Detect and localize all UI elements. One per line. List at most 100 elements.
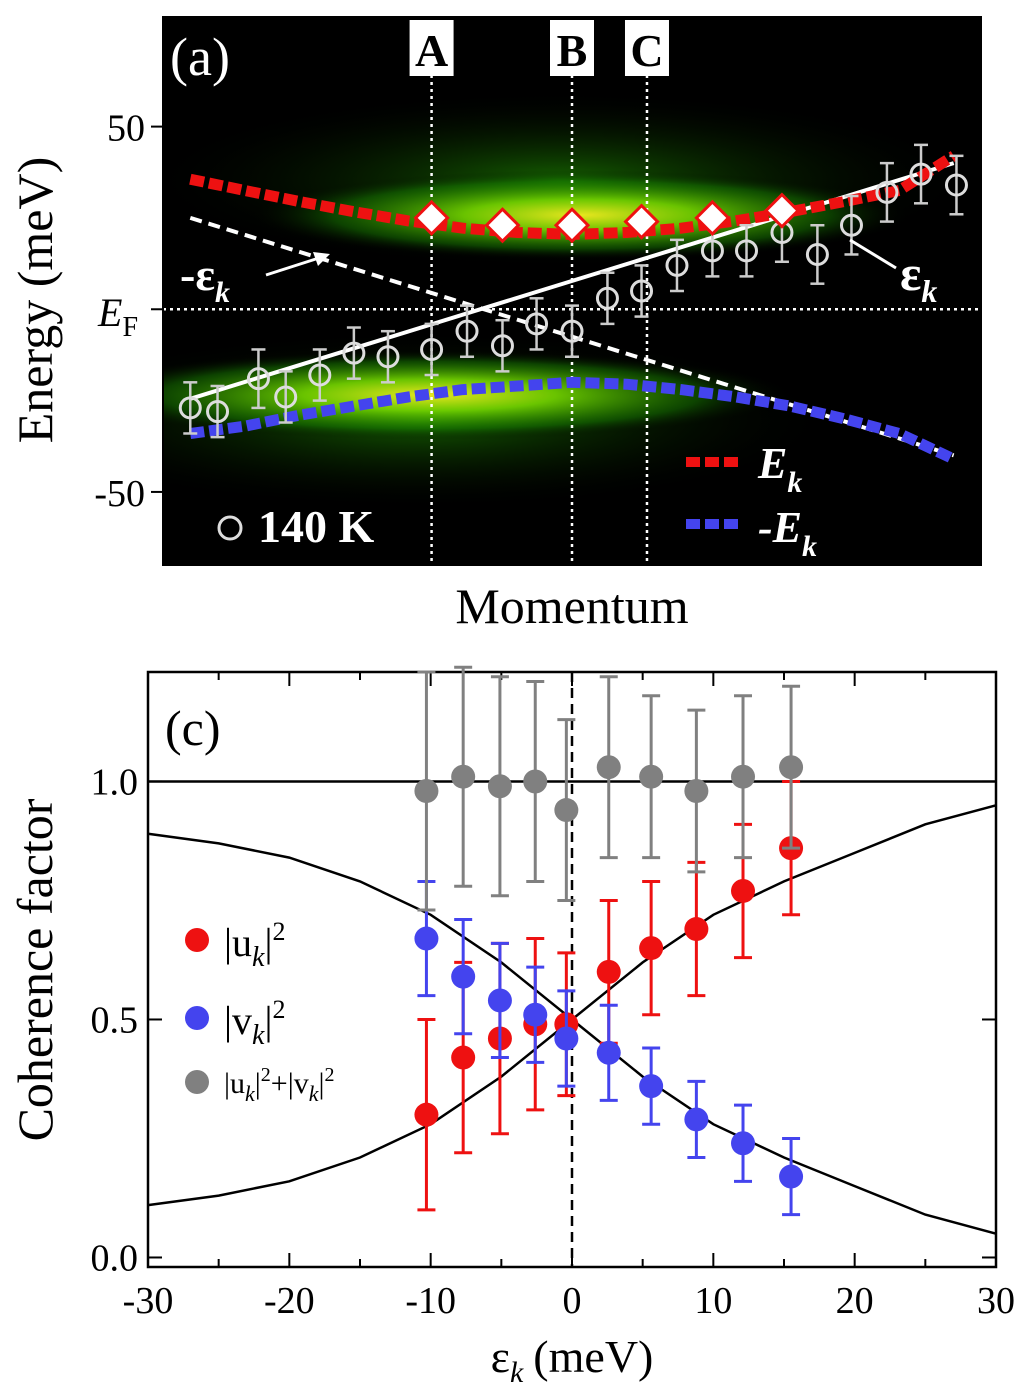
ytick-label: -50 [94,473,145,515]
marker-box-C [624,20,669,76]
legend-sum-pow2: 2 [325,1064,335,1086]
xtick-label: -20 [264,1280,315,1322]
xtick-label: 20 [836,1280,874,1322]
marker-label-B: B [557,25,588,76]
v-point [414,926,439,951]
u-point [731,878,756,903]
data-point [525,312,549,336]
panel-c-xlabel: εk (meV) [491,1331,654,1389]
data-point [805,242,829,266]
legend-u-pow: 2 [272,917,285,946]
panel-c: -30 -20 -10 0 10 20 30 0.0 0.5 1.0 (c) Coherence … [7,665,1015,1389]
sum-point [414,779,439,803]
v-point [523,1002,548,1027]
legend-ek-sub: k [787,466,802,499]
eps-label: εk [900,245,937,309]
sum-point [596,755,621,780]
neg-eps-arrowhead [313,252,330,266]
u-point [414,1102,439,1127]
data-point [376,345,400,369]
legend-sum-marker [185,1070,209,1094]
peak-diamond [623,203,660,240]
data-point [560,319,584,343]
temperature-marker [217,515,243,541]
u-point [639,936,664,961]
neg-eps-label: -εk [180,249,230,309]
temperature-label: 140 K [258,501,375,552]
data-point [909,162,933,186]
legend-sum-k1: k [245,1081,256,1106]
data-point [308,363,332,387]
v-point [487,988,512,1013]
neg-eps-arrow [265,255,323,277]
marker-label-C: C [630,25,663,76]
peak-diamond [413,199,450,237]
panel-a-frame [162,16,982,566]
panel-a-xlabel: Momentum [455,578,688,634]
v-point [596,1040,621,1065]
peak-diamond [553,207,591,244]
legend: |uk|2 |vk|2 |uk|2+|vk|2 [185,917,335,1106]
ytick-label: 50 [107,108,145,150]
data-point [665,253,689,277]
xtick-label: 10 [694,1280,732,1322]
legend-sum-label: |uk|2+|vk|2 [224,1064,335,1106]
sum-point [684,779,709,803]
data-point [246,367,270,391]
legend-ek-label: Ek [757,439,802,499]
xtick-label: -30 [123,1280,174,1322]
xtick-label: -10 [405,1280,456,1322]
legend-sum-k2: k [309,1081,320,1106]
xtick-label: 0 [563,1280,582,1322]
v-point [451,964,476,989]
upper-band-glow [250,170,910,260]
legend-u-marker [185,928,209,952]
data-point [735,239,759,263]
panel-c-ylabel: Coherence factor [7,798,63,1141]
neg-eps-sub: k [215,276,230,309]
u-point [596,959,621,984]
data-point [839,213,863,237]
peak-diamond [763,192,801,229]
xtick-label: 30 [977,1280,1015,1322]
data-point [875,180,899,204]
sum-point [731,764,756,789]
data-point [274,385,298,409]
u-point [451,1045,476,1070]
data-point [342,341,366,365]
legend-sum-pow1: 2 [261,1064,271,1086]
data-point [700,239,724,263]
legend-negek-label: -Ek [758,503,817,563]
v-point [639,1074,664,1099]
ytick-label: 0.0 [91,1237,139,1279]
sum-point [487,774,512,799]
ytick-label: 1.0 [91,761,139,803]
legend-negek-sub: k [802,530,817,563]
sum-point [639,764,664,789]
panel-c-xlabel-unit: (meV) [533,1331,653,1382]
ef-sub: F [122,312,138,343]
marker-box-A [409,20,454,76]
panel-a-ylabel: Energy (meV) [7,157,63,443]
legend-v-k: k [252,1020,265,1051]
peak-diamond [694,199,731,237]
legend-v-pow: 2 [272,995,285,1024]
data-point [420,337,444,361]
v-point [684,1107,709,1132]
neg-Ek-curve [189,376,957,465]
legend-v-label: |vk|2 [224,995,285,1051]
eps-sub: k [921,273,937,309]
peak-diamond [484,207,521,244]
data-point [630,279,654,303]
ytick-label: 0.5 [91,999,139,1041]
epsilon-k-line [189,161,955,401]
legend-u-k: k [252,942,265,973]
legend-v-marker [185,1006,209,1030]
u-point [684,917,709,942]
legend-u-label: |uk|2 [224,917,285,973]
sum-point [779,755,804,780]
sum-point [451,764,476,789]
marker-box-B [550,20,594,76]
ef-label: EF [97,290,138,343]
